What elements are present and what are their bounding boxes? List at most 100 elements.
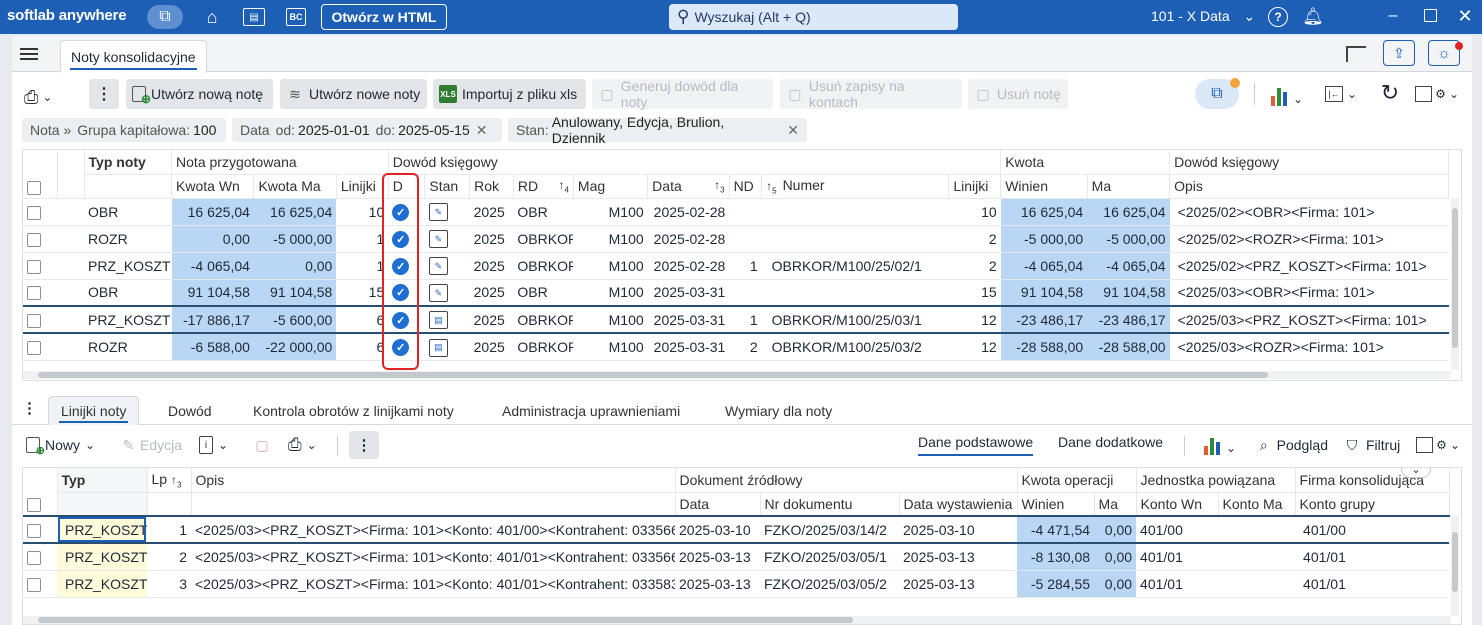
- col-konto-ma[interactable]: Konto Ma: [1218, 492, 1296, 517]
- tab-dowod[interactable]: Dowód: [168, 402, 212, 419]
- cell-linijki-2[interactable]: 10: [948, 198, 1001, 226]
- open-html-button[interactable]: Otwórz w HTML: [321, 4, 447, 30]
- col-stan[interactable]: Stan: [424, 174, 471, 199]
- row-checkbox[interactable]: [27, 205, 41, 220]
- col-kwota-ma[interactable]: Kwota Ma: [253, 174, 337, 199]
- minimize-icon[interactable]: –: [1388, 7, 1398, 24]
- row-checkbox-cell[interactable]: [23, 515, 57, 544]
- col-rd[interactable]: RD ↑4: [513, 174, 574, 199]
- table-row[interactable]: PRZ_KOSZT 1 <2025/03><PRZ_KOSZT><Firma: 10…: [23, 515, 1450, 544]
- cell-data-wystawienia[interactable]: 2025-03-10: [899, 515, 1018, 544]
- cell-linijki[interactable]: 10: [336, 198, 389, 226]
- cell-stan[interactable]: ✎: [424, 252, 470, 280]
- news-icon[interactable]: ▤: [243, 8, 265, 26]
- tab-noty-konsolidacyjne[interactable]: Noty konsolidacyjne: [60, 40, 207, 73]
- cell-opis[interactable]: <2025/02><ROZR><Firma: 101>: [1169, 225, 1449, 253]
- collapse-icon[interactable]: ⌄: [1401, 468, 1431, 478]
- cell-konto-grupy[interactable]: 401/00: [1295, 515, 1450, 544]
- cell-nr-dokumentu[interactable]: FZKO/2025/03/14/2: [760, 515, 899, 544]
- cell-nd[interactable]: 1: [729, 305, 762, 334]
- cell-winien[interactable]: -5 284,55: [1017, 570, 1095, 598]
- doc-menu-button[interactable]: i ⌄: [193, 430, 241, 460]
- cell-data-wystawienia[interactable]: 2025-03-13: [899, 543, 1018, 571]
- database-select[interactable]: 101 - X Data ⌄: [1151, 8, 1255, 25]
- close-icon[interactable]: ✕: [1457, 5, 1473, 26]
- cell-typ[interactable]: OBR: [84, 198, 172, 226]
- cell-konto-ma[interactable]: [1218, 515, 1296, 544]
- row-checkbox-cell[interactable]: [23, 252, 58, 280]
- print-lines-button[interactable]: ⎙ ⌄: [288, 435, 317, 454]
- top-grid-hscroll[interactable]: [23, 371, 1451, 379]
- cell-numer[interactable]: OBRKOR/M100/25/03/1: [761, 305, 949, 334]
- bc-icon[interactable]: BC: [286, 8, 306, 26]
- cell-ma[interactable]: 91 104,58: [1087, 279, 1170, 307]
- cell-linijki-2[interactable]: 15: [948, 279, 1001, 307]
- col-rok[interactable]: Rok: [469, 174, 514, 199]
- cell-mag[interactable]: M100: [573, 305, 648, 334]
- cell-rd[interactable]: OBRKOR: [513, 252, 574, 280]
- cell-ma[interactable]: 0,00: [1094, 515, 1137, 544]
- cell-data[interactable]: 2025-03-31: [647, 333, 730, 361]
- cell-winien[interactable]: -8 130,08: [1017, 543, 1095, 571]
- cell-data[interactable]: 2025-02-28: [647, 198, 730, 226]
- row-checkbox-cell[interactable]: [23, 543, 57, 571]
- cell-mag[interactable]: M100: [573, 225, 648, 253]
- top-grid-vscroll[interactable]: [1451, 198, 1459, 370]
- cell-numer[interactable]: [761, 198, 949, 226]
- table-row[interactable]: PRZ_KOSZT -4 065,04 0,00 1 ✓ ✎ 2025 OBRKOR M100 2…: [23, 252, 1449, 280]
- structure-icon[interactable]: [1346, 46, 1366, 62]
- search-input[interactable]: ⚲ Wyszukaj (Alt + Q): [669, 4, 958, 30]
- cell-konto-ma[interactable]: [1218, 543, 1296, 571]
- cell-konto-wn[interactable]: 401/01: [1136, 543, 1219, 571]
- tab-kontrola-obrotow[interactable]: Kontrola obrotów z linijkami noty: [253, 402, 454, 419]
- row-checkbox-cell[interactable]: [23, 279, 58, 307]
- cell-ma[interactable]: -4 065,04: [1087, 252, 1170, 280]
- cell-opis[interactable]: <2025/03><OBR><Firma: 101>: [1169, 279, 1449, 307]
- cell-numer[interactable]: OBRKOR/M100/25/03/2: [761, 333, 949, 361]
- col-konto-grupy[interactable]: Konto grupy: [1295, 492, 1450, 517]
- more-lines-button[interactable]: ⋮: [349, 431, 379, 459]
- cell-mag[interactable]: M100: [573, 198, 648, 226]
- chart-icon[interactable]: ⌄: [1271, 84, 1315, 106]
- cell-rd[interactable]: OBRKOR: [513, 333, 574, 361]
- help-icon[interactable]: ?: [1268, 7, 1288, 27]
- menu-icon[interactable]: [20, 48, 38, 60]
- table-row[interactable]: ROZR 0,00 -5 000,00 1 ✓ ✎ 2025 OBRKOR M100 2025-0…: [23, 225, 1449, 253]
- table-row[interactable]: ROZR -6 588,00 -22 000,00 6 ✓ ▤ 2025 OBRKOR M100…: [23, 333, 1449, 361]
- cell-winien[interactable]: -28 588,00: [1000, 333, 1088, 361]
- cell-rok[interactable]: 2025: [469, 305, 514, 334]
- cell-rd[interactable]: OBRKOR: [513, 305, 574, 334]
- cell-ma[interactable]: 16 625,04: [1087, 198, 1170, 226]
- cell-kwota-ma[interactable]: -5 600,00: [253, 305, 337, 334]
- bottom-grid-hscroll[interactable]: [23, 616, 1451, 624]
- col-nr-dokumentu[interactable]: Nr dokumentu: [760, 492, 900, 517]
- cell-ma[interactable]: 0,00: [1094, 570, 1137, 598]
- cell-konto-wn[interactable]: 401/01: [1136, 570, 1219, 598]
- cell-data[interactable]: 2025-03-10: [675, 515, 760, 544]
- tab-linijki-noty[interactable]: Linijki noty: [48, 396, 140, 425]
- cell-opis[interactable]: <2025/03><PRZ_KOSZT><Firma: 101>: [1169, 305, 1449, 334]
- col-kwota-wn[interactable]: Kwota Wn: [171, 174, 255, 199]
- row-checkbox[interactable]: [27, 232, 41, 247]
- row-checkbox-cell[interactable]: [23, 225, 58, 253]
- cell-kwota-ma[interactable]: 0,00: [253, 252, 337, 280]
- filter-date-chip[interactable]: Data od: 2025-01-01 do: 2025-05-15 ✕: [232, 118, 502, 142]
- cell-rd[interactable]: OBR: [513, 279, 574, 307]
- cell-kwota-wn[interactable]: 16 625,04: [171, 198, 254, 226]
- tab-dane-podstawowe[interactable]: Dane podstawowe: [918, 434, 1034, 456]
- cell-typ[interactable]: ROZR: [84, 225, 172, 253]
- cell-typ[interactable]: PRZ_KOSZT: [57, 515, 147, 544]
- cell-linijki[interactable]: 1: [336, 252, 389, 280]
- cell-winien[interactable]: 16 625,04: [1000, 198, 1088, 226]
- cell-lp[interactable]: 2: [147, 543, 191, 571]
- chip-close-icon[interactable]: ✕: [787, 121, 799, 138]
- delete-line-button[interactable]: ▢: [247, 430, 277, 460]
- cell-ma[interactable]: -5 000,00: [1087, 225, 1170, 253]
- filter-state-chip[interactable]: Stan: Anulowany, Edycja, Brulion, Dzienn…: [508, 114, 807, 146]
- cell-nd[interactable]: [729, 279, 762, 307]
- cell-typ[interactable]: PRZ_KOSZT: [57, 570, 147, 598]
- table-row[interactable]: PRZ_KOSZT 2 <2025/03><PRZ_KOSZT><Firma: 10…: [23, 543, 1450, 571]
- cell-kwota-wn[interactable]: -4 065,04: [171, 252, 254, 280]
- cell-winien[interactable]: -23 486,17: [1000, 305, 1088, 334]
- filter-group-chip[interactable]: Nota » Grupa kapitałowa: 100: [22, 118, 226, 142]
